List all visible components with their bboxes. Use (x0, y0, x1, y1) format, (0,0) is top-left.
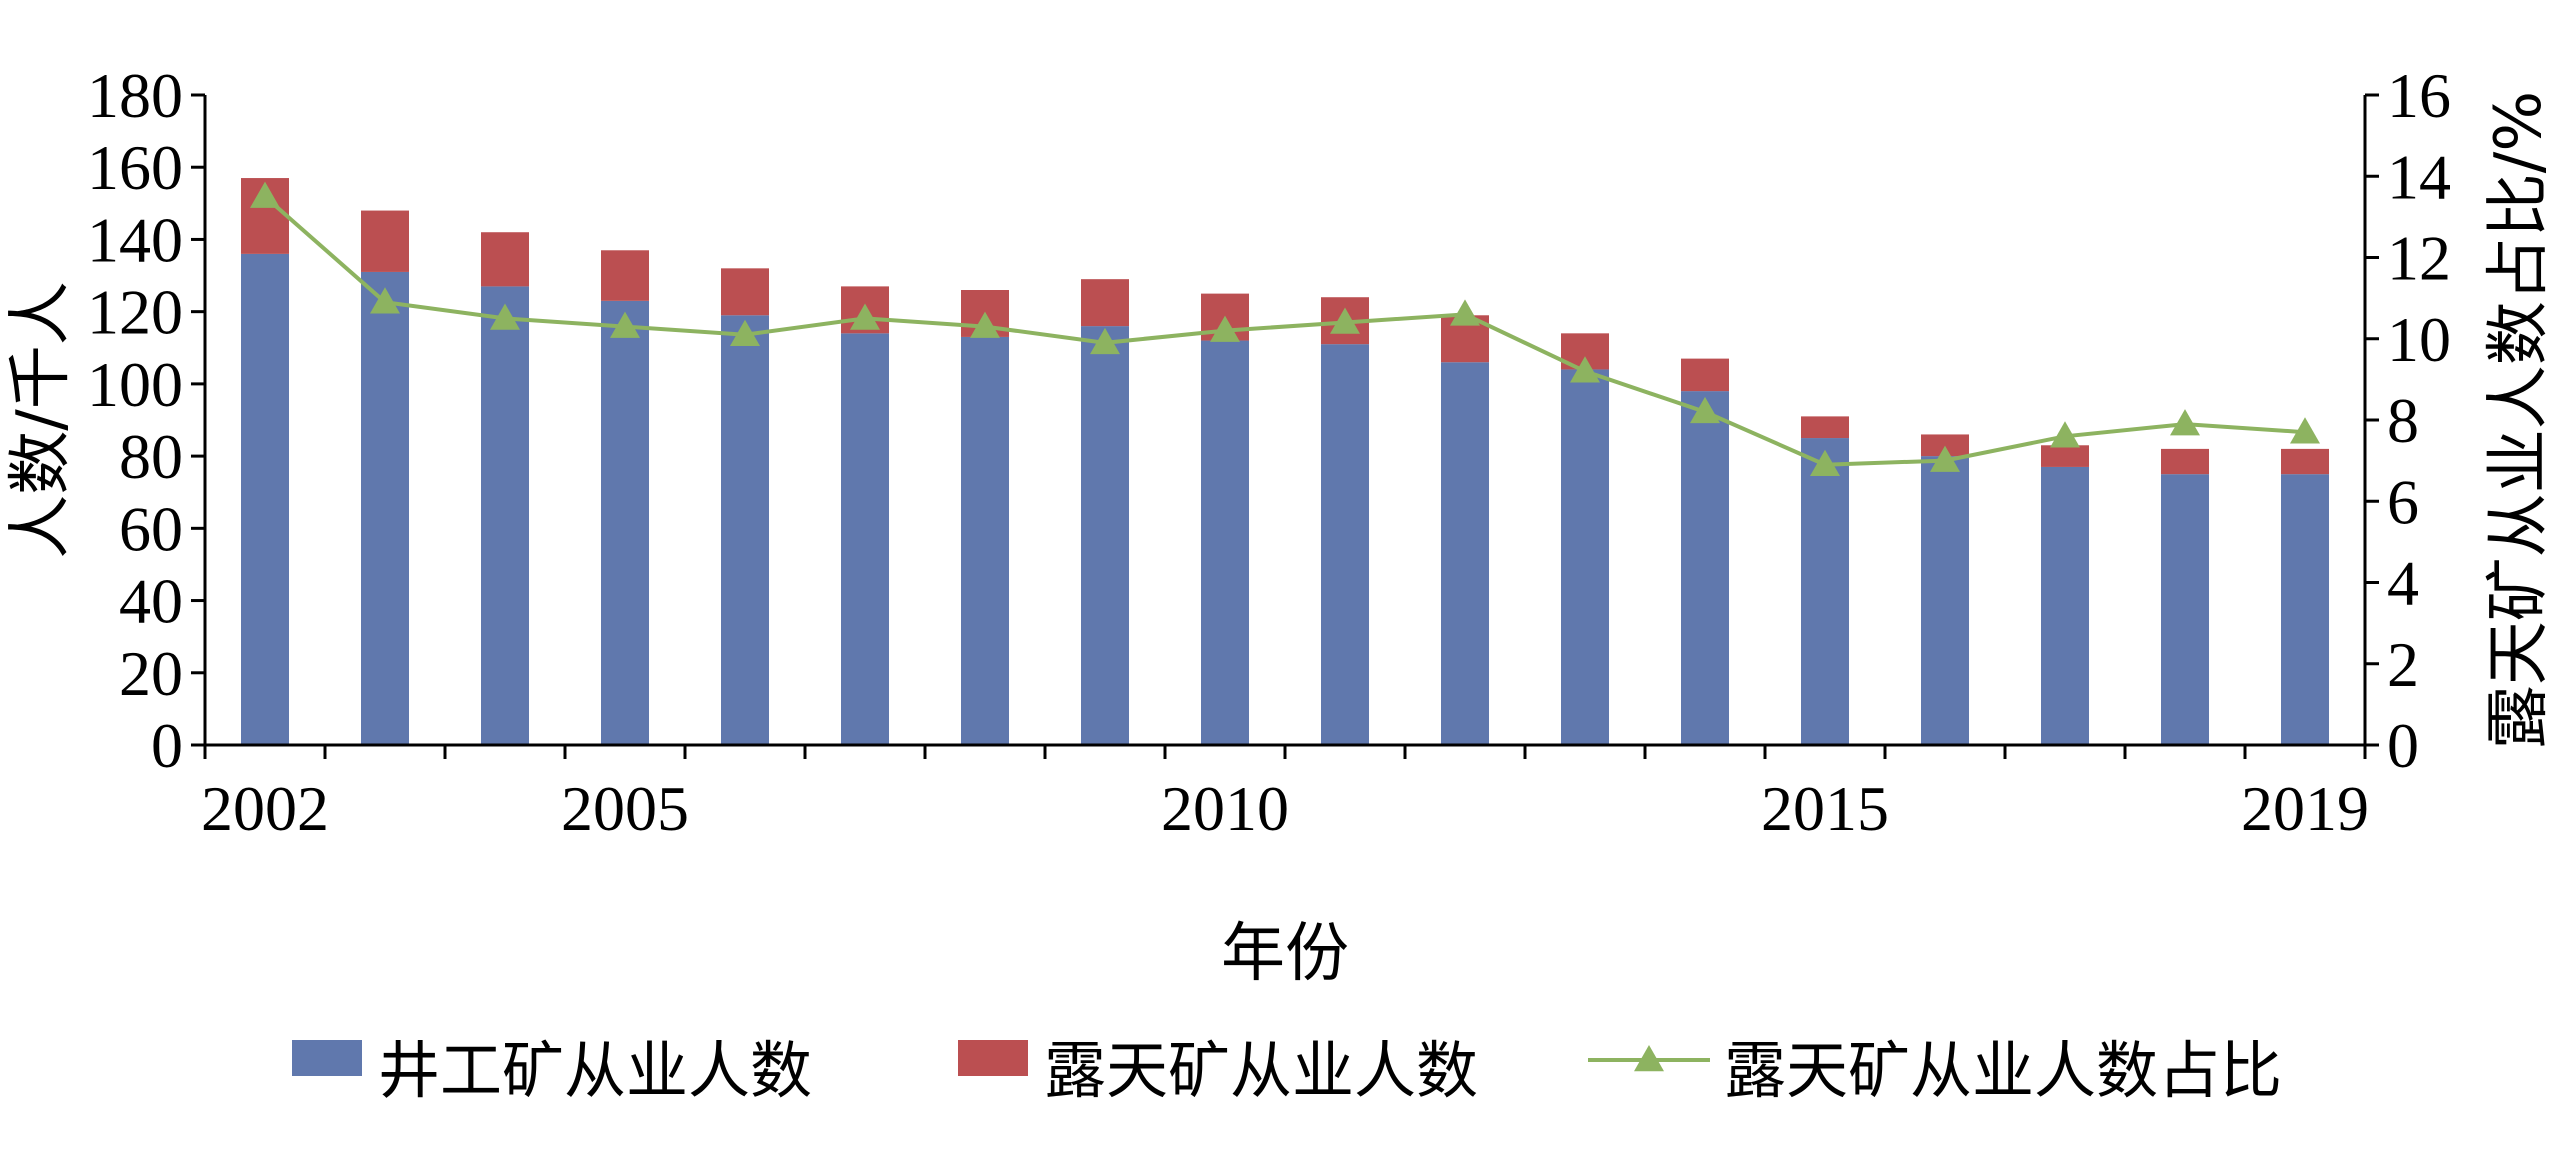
bar-underground-2007 (841, 333, 889, 745)
legend-swatch-opencast (958, 1040, 1028, 1076)
ratio-point-2009 (1090, 327, 1120, 355)
y-right-tick-label-12: 12 (2387, 223, 2451, 294)
bar-opencast-2006 (721, 268, 769, 316)
x-tick-label-2015: 2015 (1761, 773, 1889, 844)
bar-opencast-2019 (2281, 448, 2329, 475)
legend-label-ratio: 露天矿从业人数占比 (1724, 1034, 2282, 1107)
y-left-tick-label-140: 140 (87, 204, 183, 275)
bar-opencast-2004 (481, 232, 529, 287)
ratio-point-2006 (730, 319, 760, 346)
x-tick-label-2019: 2019 (2241, 773, 2369, 844)
bar-underground-2004 (481, 286, 529, 745)
bars-layer (241, 178, 2329, 745)
x-tick-label-2005: 2005 (561, 773, 689, 844)
bar-underground-2006 (721, 315, 769, 745)
y-axis-right-title: 露天矿从业人数占比/% (2482, 91, 2556, 749)
ratio-line (263, 195, 2306, 467)
ratio-point-2018 (2170, 409, 2200, 436)
ratio-point-2007 (850, 303, 880, 330)
bar-underground-2013 (1561, 369, 1609, 745)
bar-underground-2016 (1921, 456, 1969, 745)
y-right-tick-label-0: 0 (2387, 710, 2419, 781)
ratio-point-2015 (1810, 449, 1840, 476)
ratio-point-2004 (490, 303, 520, 330)
bar-opencast-2003 (361, 210, 409, 272)
bar-underground-2014 (1681, 391, 1729, 745)
y-left-tick-label-0: 0 (151, 710, 183, 781)
bar-underground-2003 (361, 271, 409, 745)
bar-underground-2009 (1081, 326, 1129, 745)
ratio-point-2017 (2050, 421, 2080, 448)
y-right-tick-label-4: 4 (2387, 548, 2419, 619)
ratio-point-2014 (1690, 396, 1720, 424)
bar-underground-2005 (601, 300, 649, 745)
ratio-point-2019 (2290, 417, 2320, 444)
y-left-tick-label-40: 40 (119, 566, 183, 637)
legend: 井工矿从业人数 露天矿从业人数 露天矿从业人数占比 (292, 1034, 2282, 1107)
x-axis-title: 年份 (1221, 917, 1349, 991)
bar-opencast-2017 (2041, 445, 2089, 467)
ratio-point-2003 (370, 287, 400, 314)
ratio-point-2012 (1450, 299, 1480, 326)
ratio-point-2011 (1330, 307, 1360, 334)
bar-underground-2015 (1801, 438, 1849, 745)
ratio-line-layer (250, 181, 2320, 476)
bar-opencast-2018 (2161, 448, 2209, 475)
bar-opencast-2015 (1801, 416, 1849, 439)
y-left-tick-label-180: 180 (87, 60, 183, 131)
legend-label-underground: 井工矿从业人数 (378, 1034, 812, 1107)
bar-underground-2008 (961, 336, 1009, 745)
bar-underground-2018 (2161, 474, 2209, 745)
y-right-tick-label-6: 6 (2387, 466, 2419, 537)
y-left-tick-label-20: 20 (119, 638, 183, 709)
ratio-point-2013 (1570, 356, 1600, 383)
bar-underground-2017 (2041, 466, 2089, 745)
y-left-tick-label-120: 120 (87, 277, 183, 348)
legend-label-opencast: 露天矿从业人数 (1044, 1034, 1478, 1107)
legend-marker-ratio (1634, 1045, 1664, 1072)
y-left-tick-label-100: 100 (87, 349, 183, 420)
bar-opencast-2016 (1921, 434, 1969, 457)
x-tick-label-2002: 2002 (201, 773, 329, 844)
y-right-tick-label-8: 8 (2387, 385, 2419, 456)
y-left-tick-label-60: 60 (119, 493, 183, 564)
y-axis-left-title: 人数/千人 (4, 281, 78, 559)
x-tick-label-2010: 2010 (1161, 773, 1289, 844)
bar-underground-2012 (1441, 362, 1489, 745)
y-right-tick-label-2: 2 (2387, 629, 2419, 700)
ratio-point-2005 (610, 311, 640, 338)
legend-swatch-underground (292, 1040, 362, 1076)
ratio-point-2016 (1930, 445, 1960, 472)
y-left-tick-label-160: 160 (87, 132, 183, 203)
ratio-point-2002 (250, 181, 280, 208)
y-right-tick-label-10: 10 (2387, 304, 2451, 375)
axes-layer: 0204060801001201401601800246810121416200… (87, 60, 2451, 844)
y-left-tick-label-80: 80 (119, 421, 183, 492)
bar-opencast-2009 (1081, 279, 1129, 327)
ratio-point-2008 (970, 311, 1000, 338)
bar-underground-2019 (2281, 474, 2329, 745)
y-right-tick-label-14: 14 (2387, 141, 2451, 212)
bar-underground-2010 (1201, 340, 1249, 745)
bar-underground-2002 (241, 253, 289, 745)
y-right-tick-label-16: 16 (2387, 60, 2451, 131)
bar-underground-2011 (1321, 344, 1369, 745)
bar-opencast-2005 (601, 250, 649, 301)
ratio-point-2010 (1210, 315, 1240, 342)
bar-opencast-2014 (1681, 358, 1729, 392)
